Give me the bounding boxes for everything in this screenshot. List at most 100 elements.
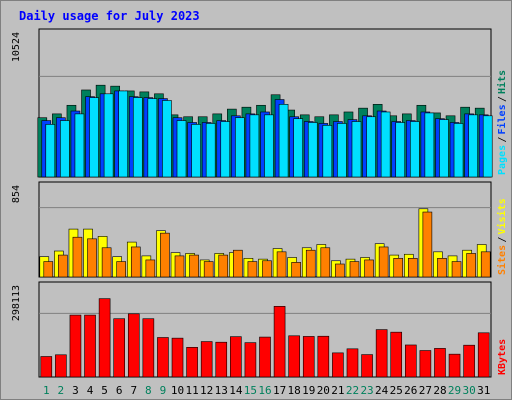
bar-pages-23 <box>366 116 376 178</box>
bar-pages-24 <box>380 111 391 178</box>
bar-sites-26 <box>408 258 418 278</box>
x-tick-label-19: 19 <box>302 384 315 397</box>
x-tick-label-5: 5 <box>101 384 108 397</box>
legend-separator: / <box>497 136 508 142</box>
bar-pages-5 <box>103 93 114 178</box>
x-tick-label-9: 9 <box>160 384 167 397</box>
x-tick-label-6: 6 <box>116 384 123 397</box>
bar-pages-21 <box>337 123 347 178</box>
bar-sites-9 <box>160 232 170 278</box>
bar-kbytes-4 <box>84 314 96 378</box>
bar-sites-18 <box>291 262 301 278</box>
bar-pages-28 <box>439 119 449 178</box>
bar-pages-25 <box>395 122 406 178</box>
bar-sites-14 <box>233 249 243 278</box>
bar-kbytes-3 <box>69 314 82 378</box>
y-axis-max-label-hits-files-pages: 10524 <box>11 32 22 62</box>
bar-kbytes-13 <box>215 341 228 378</box>
bar-sites-10 <box>174 255 185 278</box>
bar-kbytes-27 <box>419 350 432 378</box>
x-tick-label-30: 30 <box>463 384 476 397</box>
bar-kbytes-28 <box>434 348 446 378</box>
bar-kbytes-9 <box>157 337 169 378</box>
x-tick-label-28: 28 <box>433 384 446 397</box>
bar-kbytes-5 <box>98 298 111 378</box>
bar-kbytes-23 <box>361 354 373 378</box>
x-tick-label-4: 4 <box>87 384 94 397</box>
bar-kbytes-8 <box>142 318 155 378</box>
bar-pages-2 <box>60 120 70 178</box>
bar-sites-17 <box>276 251 287 278</box>
bar-sites-12 <box>203 261 214 278</box>
x-tick-label-22: 22 <box>346 384 359 397</box>
bar-kbytes-31 <box>477 332 490 378</box>
bar-sites-20 <box>320 247 331 278</box>
y-axis-max-label-visits-sites: 854 <box>11 185 22 203</box>
bar-sites-21 <box>335 263 345 278</box>
legend-visits: Visits <box>496 198 508 234</box>
bar-kbytes-16 <box>259 336 271 378</box>
bar-pages-8 <box>147 98 158 178</box>
legend-pages: Pages <box>497 145 508 175</box>
bar-sites-3 <box>72 236 83 278</box>
x-tick-label-29: 29 <box>448 384 461 397</box>
bar-pages-22 <box>351 121 362 178</box>
bar-pages-13 <box>220 121 231 178</box>
legend-kbytes: KBytes <box>497 339 508 375</box>
bar-pages-15 <box>249 114 260 178</box>
x-tick-label-21: 21 <box>331 384 344 397</box>
bar-kbytes-20 <box>317 335 330 378</box>
bar-sites-5 <box>101 247 112 278</box>
bar-sites-28 <box>437 258 447 278</box>
legend-files: Files <box>496 104 508 134</box>
bar-kbytes-29 <box>448 353 461 378</box>
bar-kbytes-6 <box>113 318 125 378</box>
x-tick-label-7: 7 <box>130 384 137 397</box>
bar-kbytes-11 <box>186 347 198 378</box>
bar-pages-10 <box>176 120 187 178</box>
bar-pages-17 <box>278 104 289 178</box>
bar-kbytes-26 <box>405 344 417 378</box>
legend-separator: / <box>497 236 508 242</box>
x-tick-label-8: 8 <box>145 384 152 397</box>
bar-sites-23 <box>364 259 374 278</box>
bar-kbytes-24 <box>375 329 388 378</box>
bar-pages-6 <box>118 90 128 178</box>
bar-pages-16 <box>264 114 274 178</box>
bar-sites-27 <box>422 211 433 278</box>
bar-sites-11 <box>189 254 199 278</box>
legend-separator: / <box>497 96 508 102</box>
legend-sites: Sites <box>496 245 508 275</box>
bar-pages-7 <box>132 97 143 178</box>
x-tick-label-14: 14 <box>229 384 243 397</box>
bar-pages-14 <box>235 117 245 178</box>
bar-sites-22 <box>349 261 360 278</box>
bar-sites-29 <box>451 261 462 278</box>
bar-pages-3 <box>74 113 85 178</box>
bar-kbytes-19 <box>302 336 315 378</box>
bar-pages-31 <box>482 115 493 178</box>
bar-sites-13 <box>218 254 229 278</box>
bar-sites-15 <box>247 261 258 278</box>
bar-pages-9 <box>162 100 172 178</box>
bar-pages-27 <box>424 112 435 178</box>
x-tick-label-1: 1 <box>43 384 50 397</box>
bar-sites-7 <box>130 246 141 278</box>
x-tick-label-3: 3 <box>72 384 79 397</box>
bar-pages-29 <box>453 123 464 178</box>
x-tick-label-12: 12 <box>200 384 213 397</box>
x-tick-label-10: 10 <box>171 384 184 397</box>
bar-pages-18 <box>293 118 303 178</box>
x-tick-label-11: 11 <box>185 384 198 397</box>
bar-pages-30 <box>468 114 478 178</box>
x-tick-label-18: 18 <box>288 384 301 397</box>
x-tick-label-25: 25 <box>390 384 403 397</box>
bar-kbytes-1 <box>40 356 53 378</box>
bar-sites-25 <box>393 258 404 278</box>
x-tick-label-15: 15 <box>244 384 257 397</box>
bar-kbytes-10 <box>171 337 184 378</box>
x-tick-label-24: 24 <box>375 384 389 397</box>
bar-kbytes-25 <box>390 331 403 378</box>
